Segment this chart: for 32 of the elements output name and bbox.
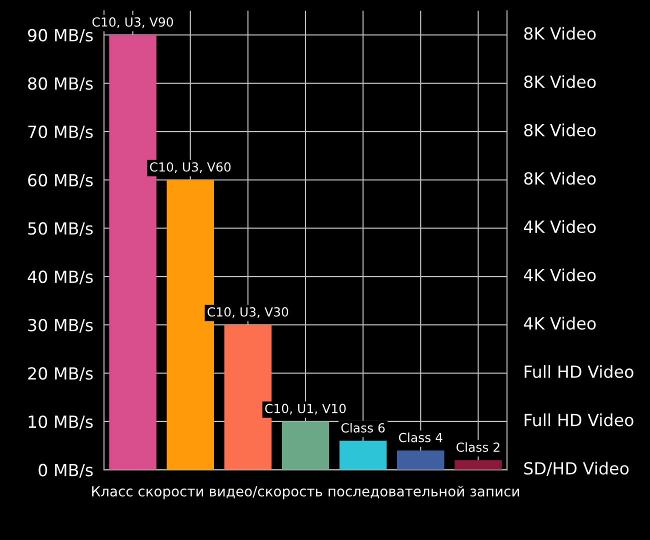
text: Full HD Video (524, 413, 634, 426)
y-tick-label: 10 MB/s (28, 415, 93, 430)
text: 4K Video (524, 268, 596, 282)
x-tick-label: Class 4 (398, 432, 442, 442)
x-tick-label: Class 2 (456, 442, 500, 452)
text: 4K Video (524, 220, 596, 234)
bar (397, 450, 444, 470)
text: Full HD Video (524, 365, 634, 378)
y-tick-label: 50 MB/s (28, 222, 93, 236)
text: 8K Video (524, 26, 596, 40)
text: 8K Video (524, 75, 596, 88)
text: 8K Video (524, 124, 596, 136)
bar (339, 440, 387, 470)
y-tick-label: 40 MB/s (28, 270, 93, 284)
y-tick-label: 20 MB/s (28, 367, 93, 382)
x-tick-label: C10, U1, V10 (265, 404, 346, 415)
y-tick-label: 60 MB/s (28, 174, 93, 188)
y-tick-label: 0 MB/s (38, 464, 93, 478)
x-tick-label: C10, U3, V60 (150, 162, 231, 173)
x-axis-title: Класс скорости видео/скорость последовательной записи (92, 486, 519, 500)
bar (454, 460, 502, 470)
y-tick-label: 80 MB/s (28, 77, 93, 92)
y-tick-label: 30 MB/s (28, 318, 93, 333)
y-tick-label: 90 MB/s (28, 28, 93, 43)
text: 8K Video (524, 172, 596, 185)
y-tick-label: 70 MB/s (28, 126, 93, 140)
x-tick-label: C10, U3, V30 (208, 307, 288, 318)
x-tick-label: Class 6 (341, 422, 385, 433)
text: SD/HD Video (524, 462, 629, 476)
x-tick-label: C10, U3, V90 (92, 17, 173, 28)
bar (282, 421, 330, 470)
text: 4K Video (524, 316, 596, 330)
